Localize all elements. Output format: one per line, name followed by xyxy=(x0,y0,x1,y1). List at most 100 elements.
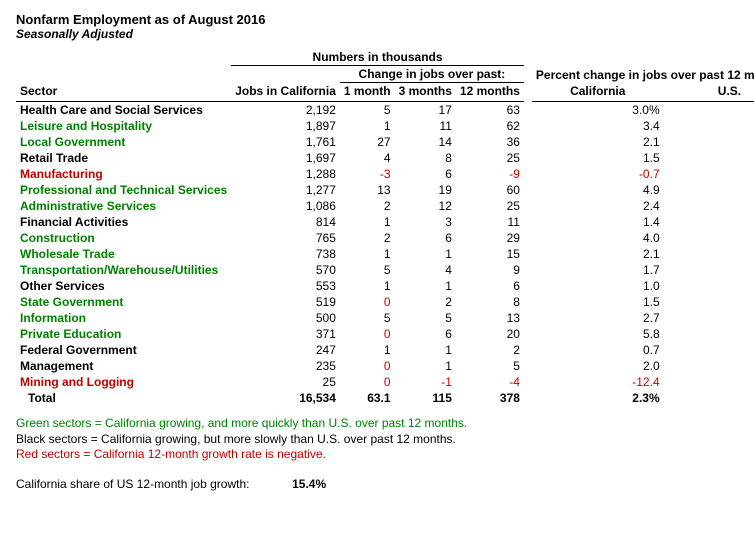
cell-m3: 5 xyxy=(395,310,456,326)
cell-ca: 2.1 xyxy=(532,246,664,262)
cell-m3: 19 xyxy=(395,182,456,198)
footer-label: California share of US 12-month job grow… xyxy=(16,477,249,491)
sector-name: State Government xyxy=(20,295,123,309)
cell-us: 2.3 xyxy=(664,198,754,214)
cell-jobs: 1,277 xyxy=(231,182,340,198)
cell-jobs: 765 xyxy=(231,230,340,246)
table-row: Professional and Technical Services 1,277… xyxy=(16,182,754,198)
cell-m12: 2 xyxy=(456,342,524,358)
cell-m3: 1 xyxy=(395,246,456,262)
cell-m12: -4 xyxy=(456,374,524,390)
cell-ca: 2.1 xyxy=(532,134,664,150)
sector-name: Management xyxy=(20,359,93,373)
cell-ca: 3.4 xyxy=(532,118,664,134)
total-m3: 115 xyxy=(395,390,456,406)
cell-m3: 3 xyxy=(395,214,456,230)
cell-m3: 17 xyxy=(395,102,456,119)
cell-ca: 4.0 xyxy=(532,230,664,246)
cell-ca: 2.7 xyxy=(532,310,664,326)
cell-ca: 2.4 xyxy=(532,198,664,214)
cell-us: 3.3 xyxy=(664,182,754,198)
sector-name: Information xyxy=(20,311,86,325)
cell-m3: 14 xyxy=(395,134,456,150)
hdr-m12: 12 months xyxy=(456,83,524,100)
cell-us: 0.3 xyxy=(664,294,754,310)
hdr-m3: 3 months xyxy=(395,83,456,100)
hdr-change: Change in jobs over past: xyxy=(340,66,524,83)
cell-m12: 36 xyxy=(456,134,524,150)
sector-name: Health Care and Social Services xyxy=(20,103,203,117)
cell-ca: -0.7 xyxy=(532,166,664,182)
table-row: Manufacturing1,288-36-9-0.7-0.384 xyxy=(16,166,754,182)
cell-m12: 29 xyxy=(456,230,524,246)
cell-jobs: 371 xyxy=(231,326,340,342)
cell-m1: 0 xyxy=(340,294,395,310)
cell-m12: 9 xyxy=(456,262,524,278)
cell-ca: 2.0 xyxy=(532,358,664,374)
table-row: Leisure and Hospitality1,897111623.42.82… xyxy=(16,118,754,134)
cell-m12: 25 xyxy=(456,150,524,166)
cell-m3: -1 xyxy=(395,374,456,390)
cell-m12: 60 xyxy=(456,182,524,198)
cell-ca: -12.4 xyxy=(532,374,664,390)
cell-m12: 6 xyxy=(456,278,524,294)
cell-m3: 12 xyxy=(395,198,456,214)
cell-us: 1.8 xyxy=(664,326,754,342)
cell-jobs: 738 xyxy=(231,246,340,262)
cell-us: 1.4 xyxy=(664,278,754,294)
cell-m12: 62 xyxy=(456,118,524,134)
cell-ca: 1.5 xyxy=(532,150,664,166)
cell-m3: 2 xyxy=(395,294,456,310)
cell-jobs: 814 xyxy=(231,214,340,230)
sector-name: Leisure and Hospitality xyxy=(20,119,152,133)
cell-m1: 0 xyxy=(340,374,395,390)
cell-m1: 1 xyxy=(340,278,395,294)
cell-m1: 2 xyxy=(340,230,395,246)
cell-ca: 1.4 xyxy=(532,214,664,230)
total-row: Total16,53463.11153782.3%1.7%$62 xyxy=(16,390,754,406)
cell-ca: 1.0 xyxy=(532,278,664,294)
total-ca: 2.3% xyxy=(532,390,664,406)
hdr-us: U.S. xyxy=(664,83,754,100)
table-row: Information50055132.71.1146 xyxy=(16,310,754,326)
table-row: Federal Government2471120.71.385 xyxy=(16,342,754,358)
cell-us: -15.5 xyxy=(664,374,754,390)
employment-table: Numbers in thousands Percent change in j… xyxy=(16,49,754,406)
hdr-pct: Percent change in jobs over past 12 mont… xyxy=(532,49,754,83)
sector-name: Professional and Technical Services xyxy=(20,183,227,197)
page-subtitle: Seasonally Adjusted xyxy=(16,27,738,41)
cell-m3: 6 xyxy=(395,166,456,182)
legend-black: Black sectors = California growing, but … xyxy=(16,432,738,448)
cell-m12: 15 xyxy=(456,246,524,262)
cell-ca: 4.9 xyxy=(532,182,664,198)
cell-us: 0.8 xyxy=(664,246,754,262)
cell-m12: -9 xyxy=(456,166,524,182)
total-us: 1.7% xyxy=(664,390,754,406)
cell-ca: 1.7 xyxy=(532,262,664,278)
table-row: Financial Activities81413111.42.096 xyxy=(16,214,754,230)
cell-m3: 1 xyxy=(395,278,456,294)
total-m12: 378 xyxy=(456,390,524,406)
cell-us: -0.3 xyxy=(664,166,754,182)
cell-us: 2.3 xyxy=(664,358,754,374)
cell-m12: 20 xyxy=(456,326,524,342)
table-row: Administrative Services1,086212252.42.34… xyxy=(16,198,754,214)
total-label: Total xyxy=(16,390,231,406)
legend-red: Red sectors = California 12-month growth… xyxy=(16,447,738,463)
sector-name: Local Government xyxy=(20,135,125,149)
cell-jobs: 25 xyxy=(231,374,340,390)
table-row: Construction76526294.03.162 xyxy=(16,230,754,246)
total-jobs: 16,534 xyxy=(231,390,340,406)
cell-jobs: 1,288 xyxy=(231,166,340,182)
table-row: Management2350152.02.3124 xyxy=(16,358,754,374)
sector-name: Financial Activities xyxy=(20,215,128,229)
table-body: Health Care and Social Services2,1925176… xyxy=(16,102,754,407)
cell-us: 1.1 xyxy=(664,310,754,326)
cell-m12: 8 xyxy=(456,294,524,310)
cell-us: 2.8 xyxy=(664,118,754,134)
hdr-m1: 1 month xyxy=(340,83,395,100)
cell-jobs: 553 xyxy=(231,278,340,294)
cell-ca: 0.7 xyxy=(532,342,664,358)
cell-m12: 13 xyxy=(456,310,524,326)
cell-m1: 5 xyxy=(340,262,395,278)
